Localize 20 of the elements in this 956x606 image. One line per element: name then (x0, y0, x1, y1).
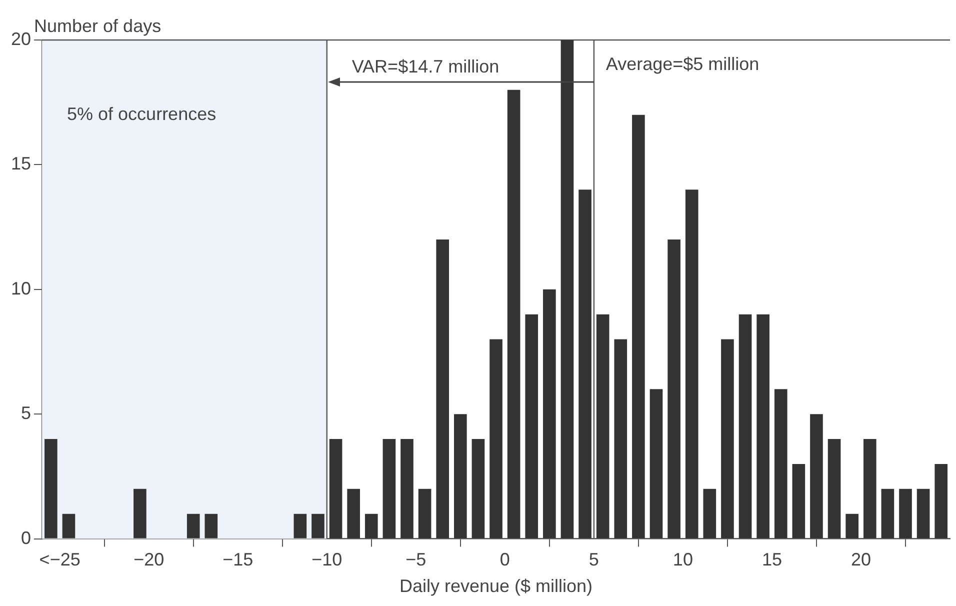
y-tick-label: 0 (21, 528, 32, 548)
y-axis-title: Number of days (34, 16, 162, 36)
x-tick-label: −10 (312, 550, 342, 570)
y-tick-label: 20 (10, 28, 32, 49)
x-tick-label: −20 (134, 550, 164, 570)
x-tick-label: 0 (500, 550, 510, 570)
annotation: VAR=$14.7 million (352, 56, 500, 76)
band-label: 5% of occurrences (67, 104, 216, 124)
x-tick-label: <−25 (39, 550, 80, 570)
x-axis-title: Daily revenue ($ million) (399, 576, 593, 596)
y-tick-label: 5 (21, 403, 32, 424)
x-tick-label: 15 (762, 550, 782, 570)
x-tick-label: −15 (222, 550, 254, 570)
ref-line-label: Average=$5 million (606, 54, 760, 74)
x-tick-label: 20 (850, 550, 871, 570)
y-tick-label: 10 (10, 278, 32, 298)
x-tick-label: 10 (672, 550, 693, 570)
y-tick-label: 15 (10, 154, 32, 174)
x-tick-label: 5 (588, 550, 599, 570)
x-tick-label: −5 (406, 550, 426, 570)
